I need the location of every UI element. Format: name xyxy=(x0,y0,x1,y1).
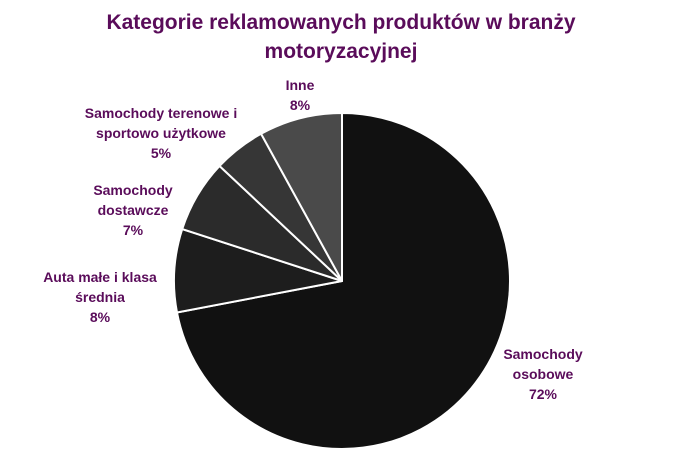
category-label: Inne xyxy=(285,77,315,93)
value-label: 7% xyxy=(122,222,144,238)
category-label: Samochody osobowe xyxy=(503,346,583,382)
value-label: 8% xyxy=(289,97,311,113)
pie-slice xyxy=(259,111,343,282)
chart-title: Kategorie reklamowanych produktów w bran… xyxy=(106,11,576,63)
slice-label: Samochody osobowe 72% xyxy=(483,344,603,404)
pie-slice xyxy=(175,111,511,450)
category-label: Samochody terenowe i sportowo użytkowe xyxy=(84,105,238,141)
value-label: 5% xyxy=(150,145,172,161)
slice-label: Samochody dostawcze 7% xyxy=(73,180,193,240)
slice-label: Inne 8% xyxy=(260,75,340,115)
category-label: Samochody dostawcze xyxy=(93,182,173,218)
slice-label: Samochody terenowe i sportowo użytkowe 5% xyxy=(76,103,246,163)
value-label: 72% xyxy=(528,386,558,402)
slice-label: Auta małe i klasa średnia 8% xyxy=(35,267,165,327)
value-label: 8% xyxy=(89,309,111,325)
category-label: Auta małe i klasa średnia xyxy=(43,269,157,305)
